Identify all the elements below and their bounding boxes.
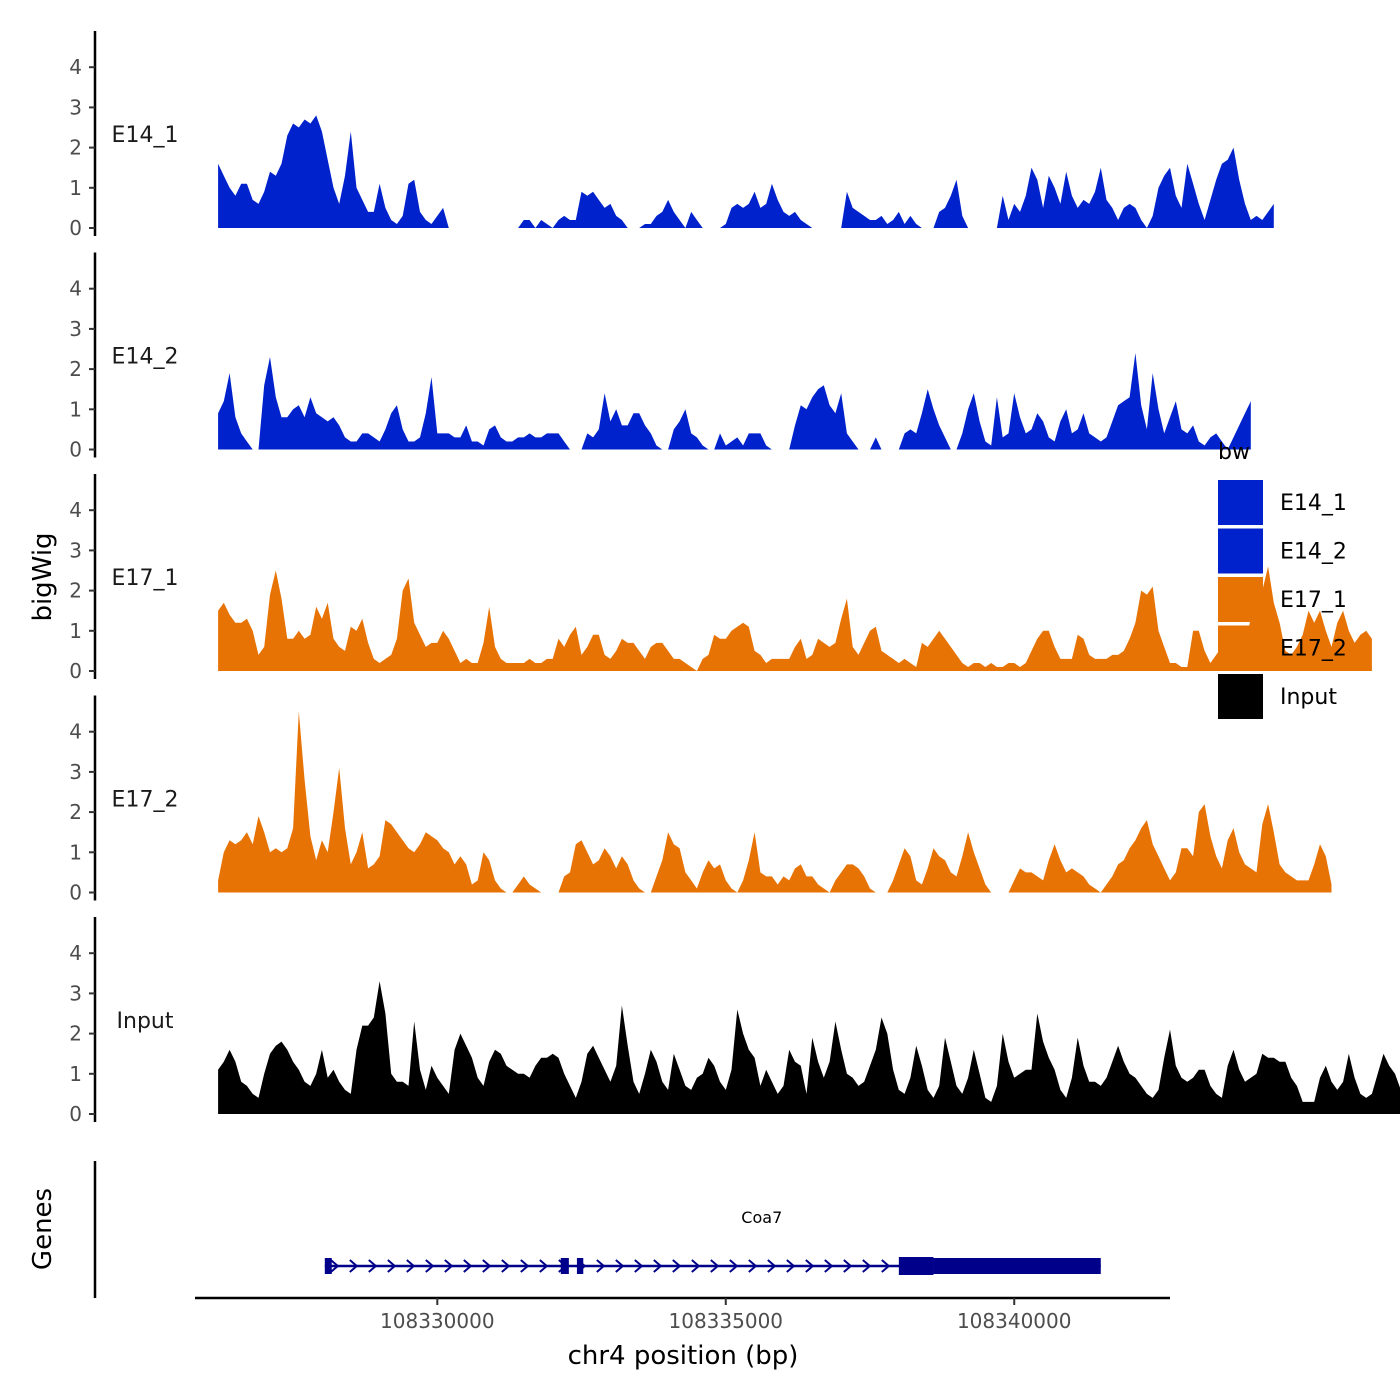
track-input: 0 1 2 3 4 Input bbox=[69, 917, 1400, 1126]
legend-swatch bbox=[1218, 625, 1263, 671]
strand-arrow bbox=[463, 1259, 473, 1273]
x-axis: 108330000 108335000 108340000 bbox=[195, 1296, 1170, 1333]
y-tick-label: 1 bbox=[69, 397, 82, 421]
y-tick-label: 4 bbox=[69, 720, 82, 744]
legend-label: E14_1 bbox=[1280, 491, 1347, 516]
exon-cds bbox=[898, 1257, 934, 1275]
strand-arrow bbox=[824, 1259, 834, 1273]
strand-arrow bbox=[368, 1259, 378, 1273]
track-label: E17_1 bbox=[112, 566, 179, 591]
legend: bw E14_1 E14_2 E17_1 E17_2 Input bbox=[1218, 440, 1347, 719]
strand-arrow bbox=[444, 1259, 454, 1273]
signal-area bbox=[218, 566, 1372, 671]
strand-arrow bbox=[634, 1259, 644, 1273]
y-tick-label: 1 bbox=[69, 176, 82, 200]
y-tick-label: 3 bbox=[69, 760, 82, 784]
exon-utr bbox=[576, 1258, 584, 1274]
strand-arrow bbox=[767, 1259, 777, 1273]
y-tick-label: 4 bbox=[69, 277, 82, 301]
y-axis-title: bigWig bbox=[28, 532, 58, 621]
legend-swatch bbox=[1218, 528, 1263, 574]
y-tick-label: 2 bbox=[69, 800, 82, 824]
y-tick-label: 4 bbox=[69, 498, 82, 522]
y-tick-label: 0 bbox=[69, 881, 82, 905]
legend-label: E17_2 bbox=[1280, 637, 1347, 662]
x-tick-label: 108330000 bbox=[380, 1309, 495, 1333]
y-tick-label: 3 bbox=[69, 538, 82, 562]
y-tick-label: 0 bbox=[69, 659, 82, 683]
y-tick-label: 2 bbox=[69, 136, 82, 160]
strand-arrow bbox=[653, 1259, 663, 1273]
legend-swatch bbox=[1218, 674, 1263, 719]
genes-axis-title: Genes bbox=[28, 1188, 58, 1270]
track-label: Input bbox=[117, 1009, 174, 1034]
legend-title: bw bbox=[1218, 440, 1250, 465]
legend-label: E17_1 bbox=[1280, 588, 1347, 613]
strand-arrow bbox=[710, 1259, 720, 1273]
signal-area bbox=[218, 711, 1332, 893]
x-axis-title: chr4 position (bp) bbox=[568, 1341, 799, 1371]
y-tick-label: 2 bbox=[69, 579, 82, 603]
strand-arrow bbox=[387, 1259, 397, 1273]
strand-arrow bbox=[862, 1259, 872, 1273]
signal-area bbox=[218, 981, 1400, 1114]
y-tick-label: 3 bbox=[69, 95, 82, 119]
signal-area bbox=[218, 353, 1251, 450]
strand-arrow bbox=[843, 1259, 853, 1273]
signal-tracks: 0 1 2 3 4 E14_1 0 1 2 3 4 E14_2 0 1 2 3 4 E17_1 0 1 2 3 4 E17_2… bbox=[69, 31, 1400, 1126]
strand-arrow bbox=[615, 1259, 625, 1273]
strand-arrow bbox=[330, 1259, 340, 1273]
strand-arrow bbox=[596, 1259, 606, 1273]
y-tick-label: 4 bbox=[69, 941, 82, 965]
y-tick-label: 0 bbox=[69, 1102, 82, 1126]
track-e17-1: 0 1 2 3 4 E17_1 bbox=[69, 474, 1372, 683]
legend-swatch bbox=[1218, 480, 1263, 525]
legend-swatch bbox=[1218, 577, 1263, 622]
strand-arrow bbox=[786, 1259, 796, 1273]
exon-utr bbox=[324, 1258, 332, 1274]
track-label: E17_2 bbox=[112, 788, 179, 813]
strand-arrow bbox=[406, 1259, 416, 1273]
gene-name-label: Coa7 bbox=[741, 1208, 782, 1227]
legend-label: E14_2 bbox=[1280, 540, 1347, 565]
y-tick-label: 4 bbox=[69, 55, 82, 79]
gene-coa7: Coa7 bbox=[324, 1208, 1101, 1275]
y-tick-label: 0 bbox=[69, 438, 82, 462]
y-tick-label: 3 bbox=[69, 981, 82, 1005]
legend-label: Input bbox=[1280, 685, 1337, 710]
signal-area bbox=[218, 115, 1274, 228]
strand-arrow bbox=[729, 1259, 739, 1273]
x-tick-label: 108335000 bbox=[669, 1309, 784, 1333]
track-e14-1: 0 1 2 3 4 E14_1 bbox=[69, 31, 1274, 240]
strand-arrow bbox=[501, 1259, 511, 1273]
y-tick-label: 2 bbox=[69, 1022, 82, 1046]
strand-arrow bbox=[805, 1259, 815, 1273]
exon-utr bbox=[933, 1258, 1101, 1274]
y-tick-label: 1 bbox=[69, 619, 82, 643]
y-tick-label: 3 bbox=[69, 317, 82, 341]
strand-arrow bbox=[425, 1259, 435, 1273]
track-e14-2: 0 1 2 3 4 E14_2 bbox=[69, 252, 1251, 462]
strand-arrow bbox=[349, 1259, 359, 1273]
y-tick-label: 1 bbox=[69, 840, 82, 864]
y-tick-label: 1 bbox=[69, 1062, 82, 1086]
strand-arrow bbox=[482, 1259, 492, 1273]
x-tick-label: 108340000 bbox=[957, 1309, 1072, 1333]
strand-arrow bbox=[748, 1259, 758, 1273]
strand-arrow bbox=[539, 1259, 549, 1273]
strand-arrow bbox=[520, 1259, 530, 1273]
strand-arrow bbox=[672, 1259, 682, 1273]
strand-arrow bbox=[691, 1259, 701, 1273]
strand-arrow bbox=[881, 1259, 891, 1273]
y-tick-label: 2 bbox=[69, 357, 82, 381]
track-label: E14_2 bbox=[112, 345, 179, 370]
track-label: E14_1 bbox=[112, 123, 179, 148]
exon-utr bbox=[560, 1258, 569, 1274]
track-e17-2: 0 1 2 3 4 E17_2 bbox=[69, 695, 1332, 905]
gene-track: Coa7 bbox=[93, 1161, 1101, 1298]
y-tick-label: 0 bbox=[69, 216, 82, 240]
